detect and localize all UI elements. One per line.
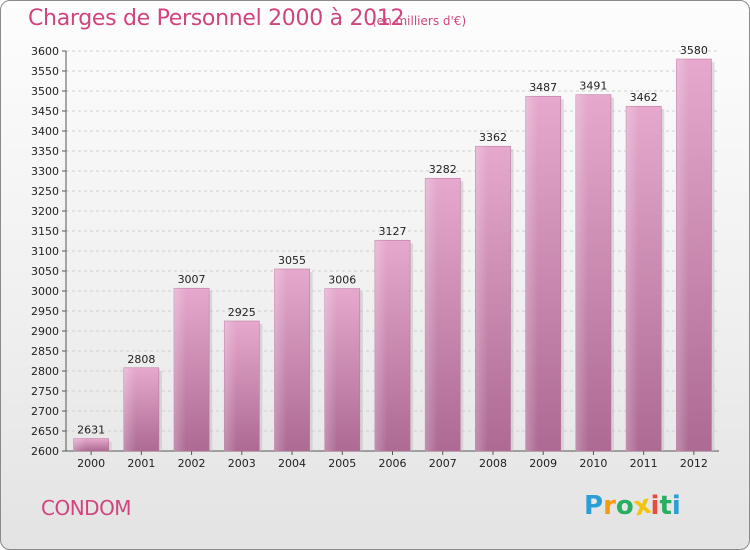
bar-highlight [123,367,137,451]
data-label: 3055 [278,254,306,267]
data-label: 3362 [479,131,507,144]
y-tick-label: 2600 [31,445,59,458]
bar-highlight [73,438,86,451]
data-label: 2631 [77,424,105,437]
logo-letter: i [650,491,660,521]
x-tick-label: 2007 [429,457,457,470]
bar-highlight [173,288,187,451]
logo-letter: t [659,491,672,521]
bar-highlight [475,146,488,451]
y-tick-label: 2800 [31,365,59,378]
x-tick-label: 2006 [379,457,407,470]
y-tick-label: 2750 [31,385,59,398]
data-labels: 2631 2808 3007 2925 3055 3006 3127 3282 3362 3487… [77,44,708,437]
y-tick-label: 3250 [31,185,59,198]
x-tick-label: 2000 [77,457,105,470]
data-label: 2808 [127,353,155,366]
y-tick-label: 3450 [31,105,59,118]
bar-highlight [575,94,589,451]
data-label: 3127 [379,225,407,238]
chart-subtitle: (en milliers d'€) [372,14,467,28]
y-tick-label: 3000 [31,285,59,298]
y-tick-label: 2650 [31,425,59,438]
x-tick-label: 2002 [178,457,206,470]
bar-highlight [676,59,689,451]
y-tick-label: 2950 [31,305,59,318]
data-label: 3491 [579,80,607,93]
bar-highlight [626,106,639,451]
x-tick-label: 2003 [228,457,256,470]
y-tick-label: 3600 [31,45,59,58]
data-label: 3006 [328,274,356,287]
data-label: 3007 [178,273,206,286]
x-tick-label: 2001 [127,457,155,470]
y-tick-label: 2700 [31,405,59,418]
proxiti-logo[interactable]: Proxiti [584,490,681,523]
bar-highlight [374,240,388,451]
y-tick-label: 3400 [31,125,59,138]
chart-title: Charges de Personnel 2000 à 2012 [28,6,405,31]
bars [73,58,715,452]
y-tick-label: 3050 [31,265,59,278]
y-tick-label: 2850 [31,345,59,358]
logo-letter: P [584,491,604,521]
x-tick-label: 2009 [529,457,557,470]
bar-highlight [224,321,237,451]
bar-highlight [324,288,337,451]
x-tick-label: 2010 [579,457,607,470]
y-tick-label: 3350 [31,145,59,158]
data-label: 3580 [680,44,708,57]
bar-highlight [525,96,538,451]
y-tick-label: 3100 [31,245,59,258]
x-tick-label: 2008 [479,457,507,470]
data-label: 2925 [228,306,256,319]
y-tick-label: 3150 [31,225,59,238]
x-tick-label: 2004 [278,457,306,470]
y-tick-label: 3200 [31,205,59,218]
y-tick-label: 3500 [31,85,59,98]
x-tick-label: 2005 [328,457,356,470]
y-tick-label: 2900 [31,325,59,338]
data-label: 3462 [630,91,658,104]
bar-highlight [425,178,438,451]
logo-letter: i [671,491,681,521]
commune-name: CONDOM [41,496,132,520]
y-tick-label: 3550 [31,65,59,78]
axes: 2600 2650 2700 2750 2800 2850 2900 2950 3000 3050… [31,45,719,470]
logo-letter: o [615,491,634,521]
logo-letter: r [603,491,616,521]
bar-highlight [274,269,287,451]
x-tick-label: 2012 [680,457,708,470]
x-tick-label: 2011 [630,457,658,470]
data-label: 3487 [529,81,557,94]
y-tick-label: 3300 [31,165,59,178]
data-label: 3282 [429,163,457,176]
